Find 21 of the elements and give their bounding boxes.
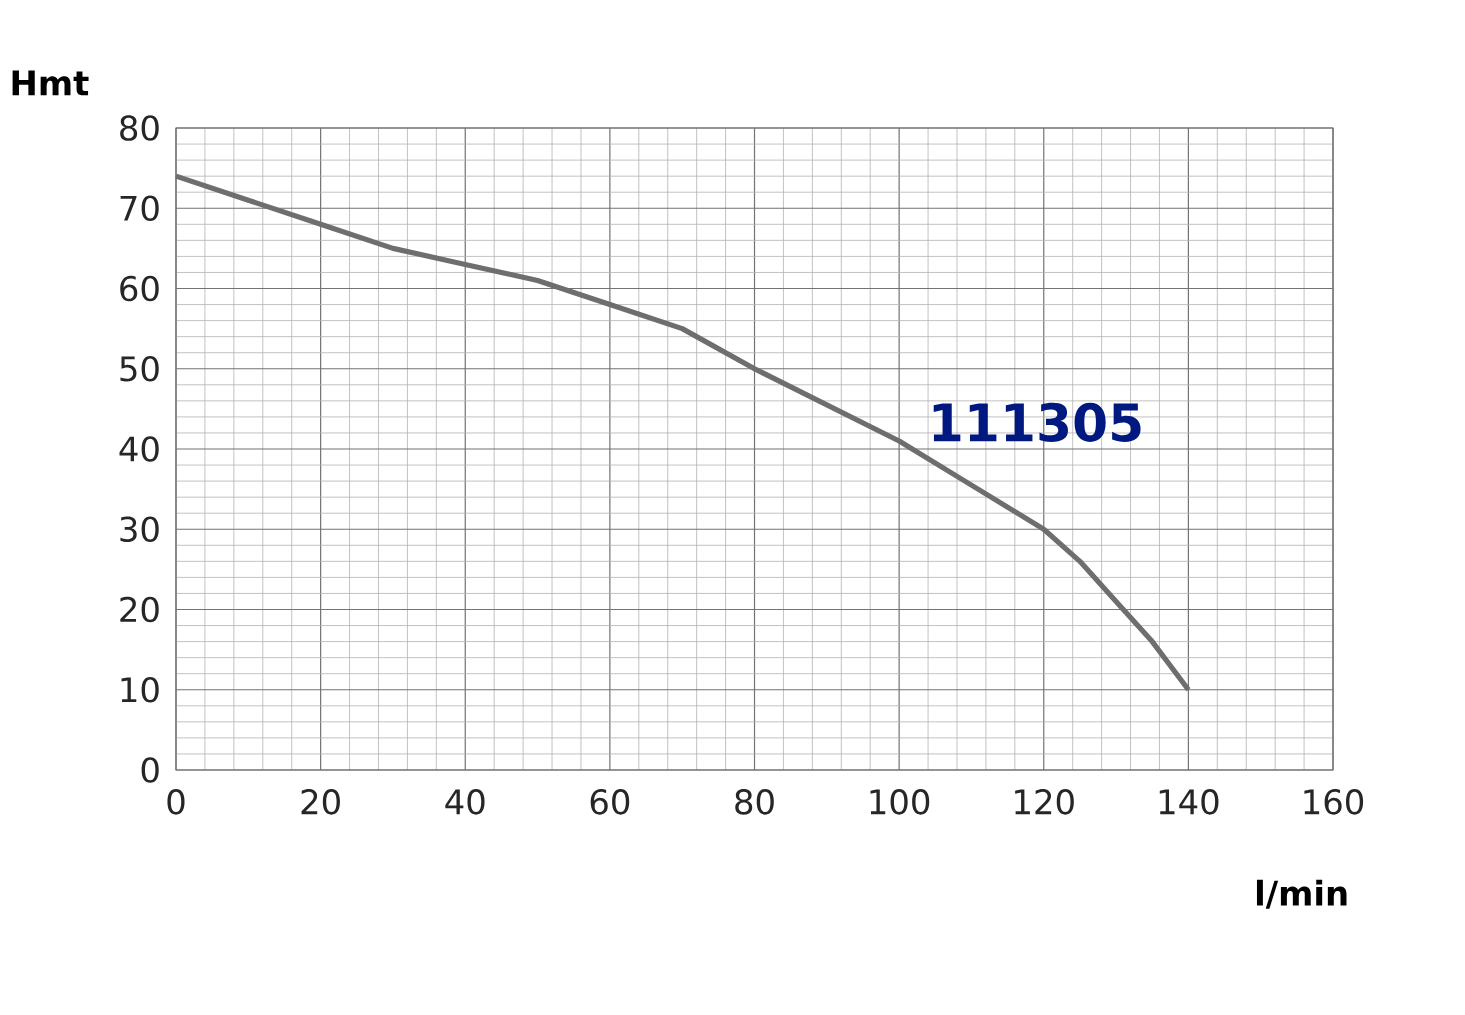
y-axis-title: Hmt xyxy=(12,70,89,96)
x-tick-label: 140 xyxy=(1159,789,1219,815)
y-tick-label: 10 xyxy=(121,676,159,703)
x-tick-label: 120 xyxy=(1015,789,1074,815)
y-tick-label: 50 xyxy=(120,355,159,382)
y-tick-label: 80 xyxy=(120,115,159,141)
x-tick-label: 0 xyxy=(167,789,185,815)
y-tick-label: 40 xyxy=(119,436,159,462)
x-tick-label: 100 xyxy=(870,789,930,815)
y-tick-label: 0 xyxy=(141,757,159,783)
x-tick-label: 160 xyxy=(1304,789,1364,815)
x-tick-label: 20 xyxy=(301,789,340,815)
series-label: 111305 xyxy=(933,402,1141,442)
x-tick-label: 40 xyxy=(445,789,485,815)
y-tick-label: 20 xyxy=(120,596,159,623)
x-tick-label: 80 xyxy=(735,789,774,815)
y-tick-label: 30 xyxy=(120,516,159,543)
y-tick-label: 70 xyxy=(120,195,159,222)
x-axis-title: l/min xyxy=(1256,879,1347,909)
x-tick-label: 60 xyxy=(590,789,630,815)
y-tick-label: 60 xyxy=(120,275,159,302)
